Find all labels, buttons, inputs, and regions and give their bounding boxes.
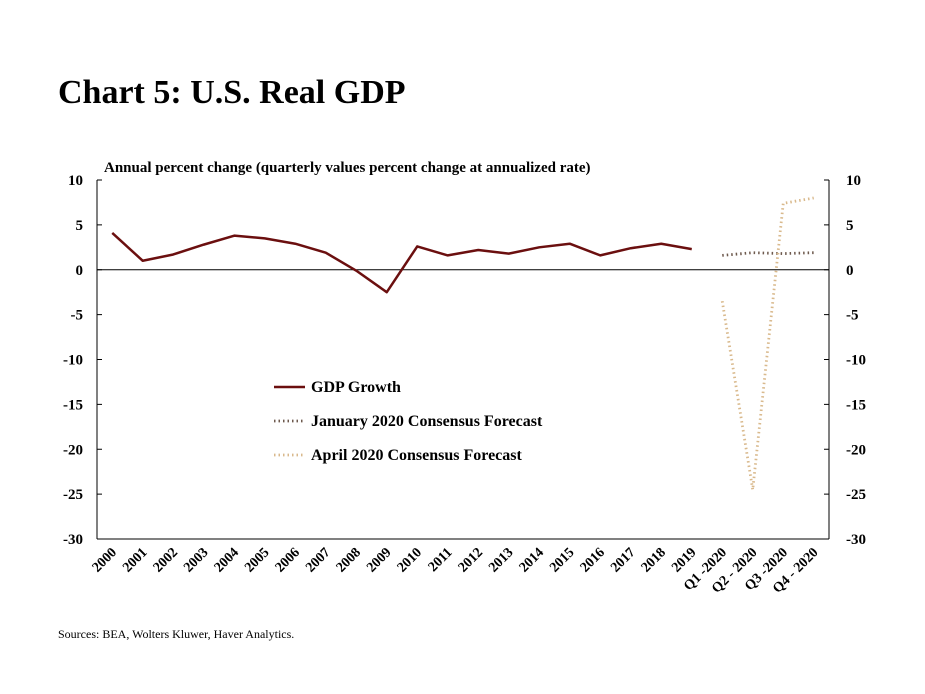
source-note: Sources: BEA, Wolters Kluwer, Haver Anal…: [58, 627, 295, 641]
chart-subtitle: Annual percent change (quarterly values …: [104, 160, 591, 176]
y-tick-label-left: -30: [63, 532, 83, 548]
y-tick-label-left: -10: [63, 353, 83, 369]
legend: GDP Growth January 2020 Consensus Forecas…: [274, 379, 543, 464]
y-tick-label-left: -15: [63, 397, 83, 413]
x-tick-label: 2007: [303, 545, 333, 575]
page-title: Chart 5: U.S. Real GDP: [58, 74, 406, 111]
series-layer: [111, 196, 814, 492]
y-tick-label-right: -10: [846, 353, 866, 369]
y-tick-label-left: 10: [68, 173, 83, 189]
y-tick-label-left: -5: [71, 308, 84, 324]
y-tick-label-right: -15: [846, 397, 866, 413]
y-tick-label-right: -30: [846, 532, 866, 548]
x-tick-label: 2018: [639, 545, 669, 575]
x-tick-label: 2011: [426, 545, 456, 575]
x-tick-label: 2012: [456, 545, 486, 575]
x-tick-label: 2004: [212, 545, 242, 575]
x-tick-label: 2002: [151, 545, 181, 575]
x-tick-label: 2014: [517, 545, 547, 575]
y-tick-label-right: 0: [846, 263, 854, 279]
y-tick-label-left: 0: [76, 263, 84, 279]
x-tick-label: 2010: [395, 545, 425, 575]
y-tick-label-left: -20: [63, 442, 83, 458]
x-tick-label: 2017: [608, 545, 638, 575]
x-tick-label: 2001: [120, 545, 150, 575]
x-tick-label: 2000: [90, 545, 120, 575]
x-tick-label: 2013: [486, 545, 516, 575]
y-tick-label-left: 5: [76, 218, 84, 234]
legend-label: January 2020 Consensus Forecast: [311, 413, 543, 430]
right-y-axis: 10 5 0 -5 -10 -15 -20 -25 -30: [824, 173, 866, 548]
legend-label: GDP Growth: [311, 379, 401, 396]
legend-label: April 2020 Consensus Forecast: [311, 447, 522, 464]
x-tick-label: 2015: [547, 545, 577, 575]
plot-frame: [96, 180, 830, 540]
x-tick-label: 2006: [273, 545, 303, 575]
y-tick-label-right: 10: [846, 173, 861, 189]
y-tick-label-right: 5: [846, 218, 854, 234]
y-tick-label-left: -25: [63, 487, 83, 503]
y-tick-label-right: -5: [846, 308, 859, 324]
left-y-axis: 10 5 0 -5 -10 -15 -20 -25 -30: [63, 173, 102, 548]
series-line: [111, 232, 692, 294]
x-tick-label: 2003: [181, 545, 211, 575]
x-tick-label: 2009: [364, 545, 394, 575]
series-line: [720, 196, 814, 492]
x-axis: 2000 2001 2002 2003 2004 2005 2006 2007 2008 2009…: [90, 545, 822, 596]
y-tick-label-right: -20: [846, 442, 866, 458]
y-tick-label-right: -25: [846, 487, 866, 503]
x-tick-label: 2008: [334, 545, 364, 575]
x-tick-label: 2005: [242, 545, 272, 575]
series-line: [722, 251, 814, 257]
x-tick-label: 2016: [578, 545, 608, 575]
